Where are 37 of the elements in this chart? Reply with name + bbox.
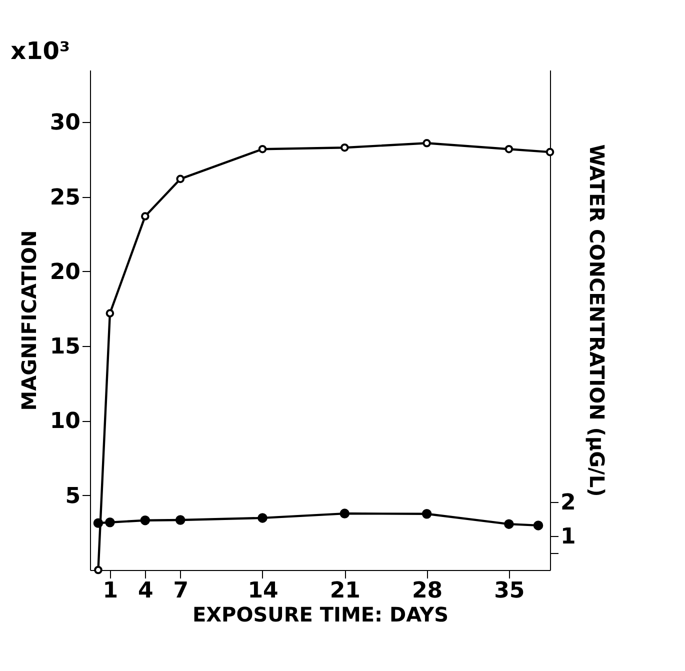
point [140,212,150,220]
x-tick-label: 4 [138,578,154,604]
point [533,520,544,530]
point [340,143,349,152]
point [422,138,431,148]
x-tick-label: 1 [102,578,118,604]
y-tick-label: 10 [50,409,80,434]
point [504,519,514,529]
point [140,515,150,526]
y-axis-title: MAGNIFICATION [16,230,41,411]
point [422,509,432,519]
point [105,518,115,528]
x-tick-label: 28 [412,578,443,604]
y-tick-label: 5 [65,484,80,509]
y2-tick-label: 1 [560,524,576,550]
x-tick-label: 35 [494,578,525,604]
y-tick-label: 25 [50,185,80,210]
point [546,148,554,156]
point [176,174,185,184]
x-tick-label: 21 [330,578,360,604]
point [94,566,102,574]
point [504,144,514,154]
y2-axis-title: WATER CONCENTRATION (μG/L) [584,144,609,497]
point [258,513,268,523]
x-tick-label: 14 [248,578,278,604]
y-tick-label: 20 [50,260,80,285]
point [106,309,114,318]
y-tick-label: 15 [50,334,80,360]
x-tick-label: 7 [173,578,189,604]
point [93,518,104,528]
point [175,515,186,525]
y2-tick-label: 2 [560,490,576,516]
point [258,144,267,154]
x-axis-title: EXPOSURE TIME: DAYS [192,602,449,626]
text: x10³ [10,37,70,65]
point [340,508,350,518]
y-tick-label: 30 [50,110,80,136]
